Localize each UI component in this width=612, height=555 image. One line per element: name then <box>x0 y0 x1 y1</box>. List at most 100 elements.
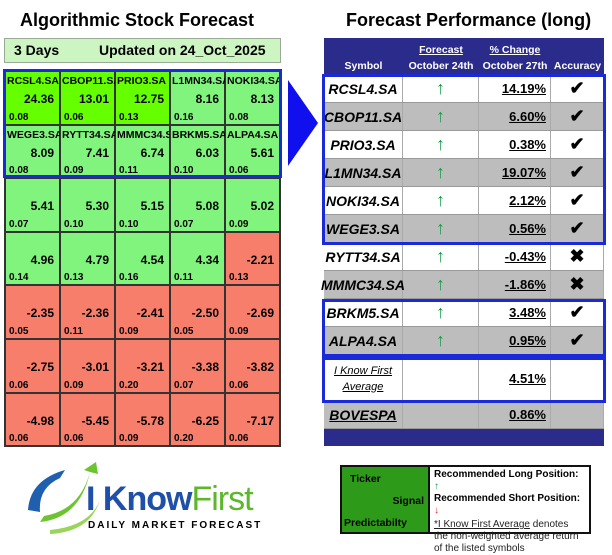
cell-predictability: 0.11 <box>119 165 138 177</box>
updated-label: Updated on 24_Oct_2025 <box>99 42 266 58</box>
cell-signal: 4.34 <box>195 252 219 267</box>
cell-signal: 5.08 <box>195 199 219 214</box>
symbol-cell: NOKI34.SA <box>324 187 403 214</box>
cell-predictability: 0.10 <box>119 218 139 230</box>
heatmap-cell: RCSL4.SA 24.36 0.08 <box>5 71 60 125</box>
heatmap-cell: -2.41 0.09 <box>115 285 170 339</box>
cell-ticker: WEGE3.SA <box>7 128 63 141</box>
cell-signal: 12.75 <box>133 92 164 106</box>
up-arrow-icon: ↑ <box>403 103 479 130</box>
symbol-cell: RCSL4.SA <box>324 75 403 102</box>
heatmap-cell: 5.08 0.07 <box>170 178 225 232</box>
cell-predictability: 0.10 <box>174 165 194 177</box>
table-row: CBOP11.SA ↑ 6.60% ✔ <box>324 103 604 131</box>
heatmap-cell: MMMC34.SA 6.74 0.11 <box>115 124 180 179</box>
heatmap-cell: -5.45 0.06 <box>60 392 115 447</box>
logo-brand2: First <box>191 480 253 518</box>
heatmap-cell: -2.69 0.09 <box>225 285 280 339</box>
change-cell: 14.19% <box>479 75 551 102</box>
cell-ticker: CBOP11.SA <box>62 75 121 87</box>
cell-predictability: 0.09 <box>64 379 84 391</box>
cell-ticker: L1MN34.SA <box>172 75 230 87</box>
heatmap-cell: -3.21 0.20 <box>115 338 170 393</box>
legend-predictability: Predictabilty <box>344 517 408 529</box>
cell-predictability: 0.06 <box>229 165 249 177</box>
table-row: PRIO3.SA ↑ 0.38% ✔ <box>324 131 604 159</box>
cell-signal: 5.15 <box>140 199 164 214</box>
heatmap-cell: -3.38 0.07 <box>170 338 225 393</box>
cell-signal: 8.13 <box>250 92 274 106</box>
change-cell: 3.48% <box>479 299 551 326</box>
cell-signal: 24.36 <box>23 92 54 106</box>
heatmap-cell: BRKM5.SA 6.03 0.10 <box>170 124 227 179</box>
symbol-cell: MMMC34.SA <box>321 271 405 298</box>
cell-signal: -7.17 <box>246 413 274 428</box>
table-row: L1MN34.SA ↑ 19.07% ✔ <box>324 159 604 187</box>
table-row: RCSL4.SA ↑ 14.19% ✔ <box>324 75 604 103</box>
performance-table: Symbol Forecast October 24th % Change Octo… <box>321 38 604 446</box>
cross-icon: ✖ <box>551 243 604 270</box>
cell-signal: 4.79 <box>85 252 109 267</box>
cell-ticker: MMMC34.SA <box>117 128 181 141</box>
cell-signal: -2.41 <box>136 306 164 321</box>
logo-swoosh-icon <box>28 462 100 534</box>
heatmap-cell: -5.78 0.09 <box>115 392 170 447</box>
heatmap-cell: -7.17 0.06 <box>225 392 280 447</box>
heatmap-cell: 5.41 0.07 <box>5 178 60 232</box>
cell-predictability: 0.07 <box>174 379 194 391</box>
check-icon: ✔ <box>551 131 604 158</box>
up-arrow-icon: ↑ <box>403 215 479 242</box>
heatmap-cell: RYTT34.SA 7.41 0.09 <box>60 124 118 179</box>
cell-signal: 6.74 <box>140 145 164 160</box>
cell-ticker: ALPA4.SA <box>227 128 279 141</box>
legend-long: Recommended Long Position: <box>434 469 579 480</box>
cell-predictability: 0.13 <box>64 272 84 284</box>
cell-signal: 5.30 <box>85 199 109 214</box>
check-icon: ✔ <box>551 75 604 102</box>
table-row: ALPA4.SA ↑ 0.95% ✔ <box>324 327 604 355</box>
heatmap-cell: -3.82 0.06 <box>225 338 280 393</box>
heatmap-cell: 4.96 0.14 <box>5 231 60 286</box>
up-arrow-icon: ↑ <box>403 327 479 354</box>
cell-predictability: 0.07 <box>9 218 29 230</box>
cell-signal: 8.09 <box>30 145 54 160</box>
heatmap-cell: -2.75 0.06 <box>5 338 60 393</box>
table-row: MMMC34.SA ↑ -1.86% ✖ <box>321 271 604 299</box>
index-label: BOVESPA <box>324 401 403 428</box>
cell-signal: 5.02 <box>250 199 274 214</box>
table-row: BRKM5.SA ↑ 3.48% ✔ <box>324 299 604 327</box>
cell-predictability: 0.11 <box>64 325 83 337</box>
cell-predictability: 0.06 <box>64 433 84 445</box>
index-change: 0.86% <box>479 401 551 428</box>
cell-predictability: 0.07 <box>174 218 194 230</box>
cell-predictability: 0.09 <box>229 325 249 337</box>
i-know-first-logo: I KnowFirst Daily Market Forecast <box>20 460 270 540</box>
symbol-cell: CBOP11.SA <box>324 103 403 130</box>
change-cell: -0.43% <box>479 243 551 270</box>
heatmap-cell: -2.35 0.05 <box>5 285 60 339</box>
check-icon: ✔ <box>551 187 604 214</box>
table-row: WEGE3.SA ↑ 0.56% ✔ <box>324 215 604 243</box>
heatmap-cell: ALPA4.SA 5.61 0.06 <box>225 124 280 179</box>
table-footer <box>324 429 604 446</box>
cell-predictability: 0.08 <box>9 165 29 177</box>
up-arrow-icon: ↑ <box>403 131 479 158</box>
cell-signal: -5.78 <box>136 413 164 428</box>
heatmap-cell: -2.21 0.13 <box>225 231 280 286</box>
heatmap-cell: -2.50 0.05 <box>170 285 225 339</box>
change-cell: 6.60% <box>479 103 551 130</box>
arrow-right-icon <box>288 80 318 166</box>
heatmap-cell: 4.54 0.16 <box>115 231 170 286</box>
cell-signal: -5.45 <box>81 413 109 428</box>
index-row: BOVESPA 0.86% <box>324 401 604 429</box>
cell-ticker: RCSL4.SA <box>7 75 59 87</box>
logo-tagline: Daily Market Forecast <box>88 520 263 531</box>
up-arrow-icon: ↑ <box>403 75 479 102</box>
heatmap-cell: 4.34 0.11 <box>170 231 225 286</box>
cell-signal: -2.36 <box>81 306 109 321</box>
cell-predictability: 0.20 <box>119 379 139 391</box>
cell-signal: 6.03 <box>195 145 219 160</box>
long-arrow-icon: ↑ <box>434 481 439 492</box>
check-icon: ✔ <box>551 215 604 242</box>
cell-predictability: 0.16 <box>174 111 194 123</box>
